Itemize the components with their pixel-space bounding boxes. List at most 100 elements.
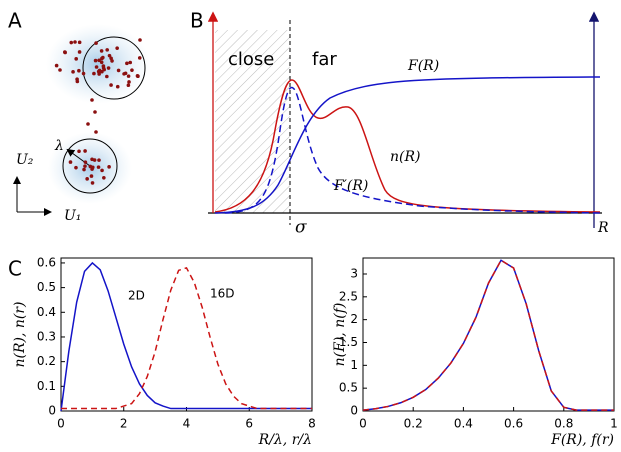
- y-tick-label: 0.6: [37, 255, 56, 269]
- x-tick-label: 0.2: [404, 417, 423, 431]
- point: [109, 56, 113, 61]
- panel-label: B: [190, 9, 204, 33]
- point: [99, 49, 104, 53]
- point: [105, 74, 109, 79]
- y-tick-label: 1.5: [339, 335, 358, 349]
- point: [96, 165, 101, 169]
- point: [122, 72, 126, 76]
- point: [126, 74, 131, 78]
- series-label: 16D: [210, 287, 235, 301]
- point: [101, 66, 106, 70]
- point: [115, 84, 120, 89]
- point: [94, 130, 98, 134]
- f-label: F(R): [407, 58, 439, 74]
- point: [125, 61, 129, 66]
- point: [136, 74, 140, 79]
- close-label: close: [228, 49, 274, 70]
- y-tick-label: 1: [350, 358, 358, 372]
- point: [99, 60, 104, 65]
- point: [130, 68, 134, 72]
- n-label: n(R): [390, 149, 420, 165]
- point: [126, 83, 131, 88]
- point: [92, 71, 96, 76]
- plot-frame: [362, 257, 615, 412]
- point: [93, 110, 97, 114]
- point: [58, 68, 62, 72]
- panel-label: A: [8, 9, 22, 33]
- point: [69, 40, 74, 45]
- y-tick-label: 0.5: [339, 381, 358, 395]
- point: [107, 53, 112, 58]
- point: [93, 58, 98, 63]
- y-axis-label: n(R), n(r): [12, 301, 28, 367]
- point: [101, 55, 105, 60]
- point: [137, 56, 142, 60]
- fprime-curve: [224, 86, 601, 214]
- point: [127, 80, 131, 84]
- n-curve: [214, 79, 601, 213]
- series-line: [362, 259, 614, 411]
- point: [94, 41, 98, 45]
- point: [83, 149, 87, 153]
- point: [128, 60, 133, 65]
- point: [83, 164, 87, 168]
- plot-frame: [60, 257, 313, 412]
- x-tick-label: 6: [245, 417, 253, 431]
- y-tick-label: 0.1: [37, 379, 56, 393]
- point: [83, 160, 88, 164]
- f-curve: [214, 76, 601, 214]
- fprime-label: F′(R): [333, 178, 368, 194]
- x-axis-label: R/λ, r/λ: [258, 432, 312, 448]
- sigma-label: σ: [295, 218, 307, 238]
- y-tick-label: 2: [350, 312, 358, 326]
- point: [54, 63, 59, 68]
- u1-label: U₁: [64, 208, 81, 224]
- point: [85, 177, 89, 181]
- point: [90, 98, 94, 102]
- y-tick-label: 0.3: [37, 329, 56, 343]
- cluster-circle: [62, 138, 118, 194]
- point: [73, 40, 77, 44]
- point: [107, 165, 111, 169]
- r-label: R: [597, 220, 609, 236]
- far-label: far: [312, 49, 337, 70]
- point: [74, 165, 78, 170]
- series-line: [61, 266, 312, 410]
- point: [86, 122, 90, 126]
- y-tick-label: 0: [350, 404, 358, 418]
- lambda-label: λ: [54, 138, 64, 154]
- y-axis-label: n(F), n(f): [332, 303, 348, 367]
- point: [90, 181, 95, 185]
- point: [88, 164, 93, 169]
- point: [116, 68, 121, 73]
- point: [77, 149, 81, 154]
- x-axis-label: F(R), f(r): [550, 432, 614, 448]
- y-tick-label: 3: [350, 266, 358, 280]
- point: [115, 46, 119, 50]
- point: [74, 57, 78, 61]
- point: [100, 168, 104, 173]
- x-tick-label: 1: [610, 417, 618, 431]
- point: [75, 79, 80, 84]
- y-tick-label: 0.4: [37, 305, 56, 319]
- close-region: [215, 30, 290, 213]
- x-tick-label: 0.8: [554, 417, 573, 431]
- y-tick-label: 0: [48, 404, 56, 418]
- y-tick-label: 0.2: [37, 354, 56, 368]
- point: [90, 157, 94, 162]
- x-tick-label: 8: [308, 417, 316, 431]
- point: [77, 68, 81, 73]
- series-line: [60, 261, 312, 412]
- point: [77, 40, 82, 45]
- x-tick-label: 4: [183, 417, 191, 431]
- x-tick-label: 0.4: [454, 417, 473, 431]
- point: [100, 69, 104, 74]
- panel-a: A λ U₂ U₁: [8, 9, 150, 224]
- point: [105, 48, 110, 52]
- x-tick-label: 0: [359, 417, 367, 431]
- point: [138, 38, 142, 42]
- cluster-circle: [82, 36, 146, 100]
- point: [68, 160, 73, 164]
- point: [97, 158, 101, 162]
